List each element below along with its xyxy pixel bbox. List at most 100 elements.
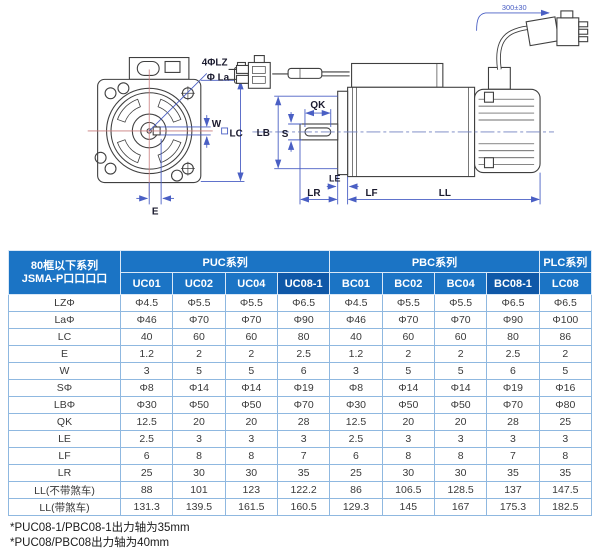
col-header-lc08: LC08 [538,272,593,295]
dim-label-ll: LL [439,188,451,199]
value-cell: Φ50 [381,396,435,414]
value-cell: 80 [276,328,331,346]
value-cell: 3 [433,430,488,448]
front-view-drawing: 4ΦLZ Φ La W LC E [87,56,257,217]
value-cell: 161.5 [224,498,278,516]
value-cell: Φ8 [119,379,174,397]
value-cell: Φ80 [538,396,593,414]
row-label: E [8,345,121,363]
value-cell: 40 [119,328,174,346]
value-cell: Φ30 [329,396,383,414]
value-cell: 129.3 [329,498,383,516]
value-cell: 6 [119,447,174,465]
col-header-bc01: BC01 [329,272,383,295]
value-cell: Φ70 [172,311,226,329]
table-row: LL(带煞车) 131.3 139.5 161.5 160.5 129.3 145 167 17… [8,498,593,516]
value-cell: Φ70 [433,311,488,329]
group-header-puc: PUC系列 [119,250,331,273]
value-cell: Φ6.5 [276,294,331,312]
value-cell: 1.2 [329,345,383,363]
value-cell: 2 [172,345,226,363]
dim-label-s: S [282,129,289,140]
value-cell: 122.2 [276,481,331,499]
value-cell: Φ14 [381,379,435,397]
row-label: LR [8,464,121,482]
flange-mounting-holes [94,82,195,182]
value-cell: Φ5.5 [381,294,435,312]
value-cell: Φ90 [486,311,540,329]
value-cell: 40 [329,328,383,346]
value-cell: Φ50 [433,396,488,414]
dim-label-e: E [152,206,159,217]
table-row: E 1.2 2 2 2.5 1.2 2 2 2.5 2 [8,345,593,363]
value-cell: 5 [172,362,226,380]
value-cell: 160.5 [276,498,331,516]
value-cell: 106.5 [381,481,435,499]
value-cell: 25 [538,413,593,431]
row-label: W [8,362,121,380]
value-cell: 182.5 [538,498,593,516]
value-cell: 145 [381,498,435,516]
series-model-header: 80框以下系列 JSMA-P口口口口 [8,250,121,295]
value-cell: Φ50 [224,396,278,414]
value-cell: Φ70 [486,396,540,414]
value-cell: 2 [381,345,435,363]
col-header-bc02: BC02 [381,272,435,295]
value-cell: 86 [538,328,593,346]
value-cell: 1.2 [119,345,174,363]
encoder-cable [496,25,531,70]
value-cell: Φ30 [119,396,174,414]
value-cell: 5 [381,362,435,380]
dim-label-lc: LC [230,128,243,139]
value-cell: 86 [329,481,383,499]
value-cell: 12.5 [329,413,383,431]
value-cell: 8 [433,447,488,465]
value-cell: 2 [224,345,278,363]
value-cell: 60 [224,328,278,346]
value-cell: 3 [119,362,174,380]
value-cell: 35 [276,464,331,482]
table-row: LF 6 8 8 7 6 8 8 7 8 [8,447,593,465]
value-cell: Φ46 [329,311,383,329]
value-cell: 30 [433,464,488,482]
table-row: LZΦ Φ4.5 Φ5.5 Φ5.5 Φ6.5 Φ4.5 Φ5.5 Φ5.5 Φ6.5 Φ6.5 [8,294,593,312]
value-cell: 60 [381,328,435,346]
value-cell: 3 [329,362,383,380]
value-cell: 8 [538,447,593,465]
value-cell: 131.3 [119,498,174,516]
group-header-row: 80框以下系列 JSMA-P口口口口 PUC系列 PBC系列 PLC系列 [8,250,593,295]
group-header-pbc: PBC系列 [329,250,540,273]
value-cell: 7 [486,447,540,465]
col-header-uc01: UC01 [119,272,174,295]
value-cell: 137 [486,481,540,499]
value-cell: Φ4.5 [329,294,383,312]
value-cell: 3 [172,430,226,448]
row-label: LL(不带煞车) [8,481,121,499]
dim-label-lr: LR [307,188,320,199]
value-cell: 8 [224,447,278,465]
col-header-uc04: UC04 [224,272,278,295]
value-cell: 3 [486,430,540,448]
value-cell: 3 [224,430,278,448]
value-cell: 6 [276,362,331,380]
motor-body [337,62,541,178]
value-cell: 3 [276,430,331,448]
value-cell: 2.5 [119,430,174,448]
side-view-drawing: 300±30 QK S LB LE LR LF LL [228,3,589,205]
value-cell: Φ46 [119,311,174,329]
value-cell: 2.5 [276,345,331,363]
motor-dimension-drawing: 4ΦLZ Φ La W LC E [87,3,589,217]
column-header-row: UC01 UC02 UC04 UC08-1 BC01 BC02 BC04 BC0… [9,272,593,295]
value-cell: Φ5.5 [433,294,488,312]
value-cell: Φ14 [433,379,488,397]
value-cell: 35 [486,464,540,482]
value-cell: Φ8 [329,379,383,397]
value-cell: 128.5 [433,481,488,499]
table-row: LC 40 60 60 80 40 60 60 80 86 [8,328,593,346]
footnote-1: *PUC08-1/PBC08-1出力轴为35mm [10,522,190,534]
value-cell: Φ14 [172,379,226,397]
value-cell: 2 [538,345,593,363]
spec-table-body: LZΦ Φ4.5 Φ5.5 Φ5.5 Φ6.5 Φ4.5 Φ5.5 Φ5.5 Φ6.5 Φ6.5 L… [8,294,593,516]
value-cell: 5 [224,362,278,380]
value-cell: 8 [172,447,226,465]
